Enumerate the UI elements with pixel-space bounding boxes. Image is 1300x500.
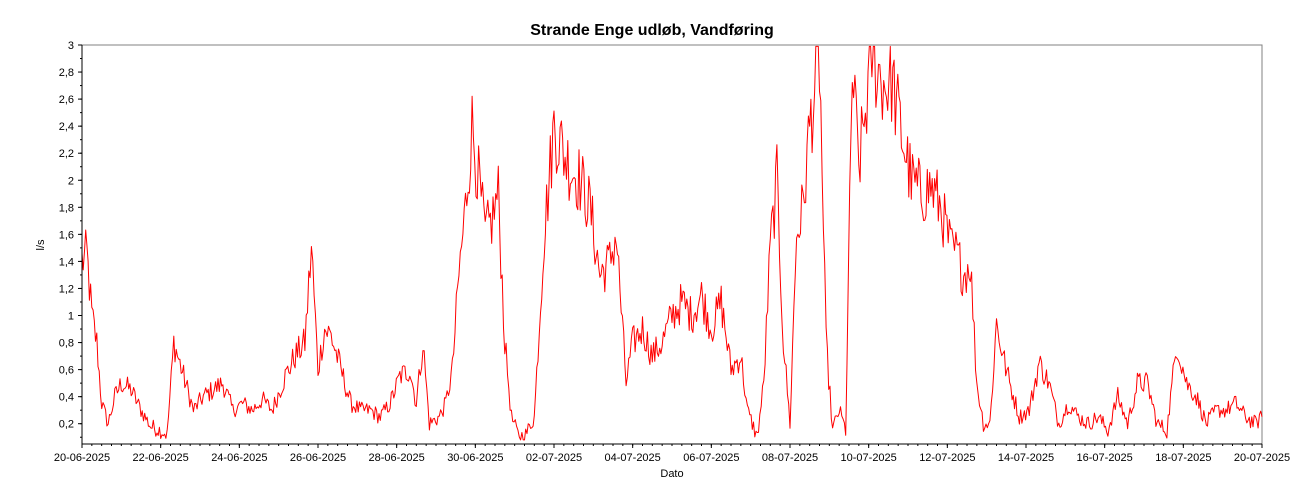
- x-tick-label: 28-06-2025: [369, 452, 425, 464]
- y-tick-label: 2,4: [59, 121, 74, 133]
- y-tick-label: 0,4: [59, 392, 74, 404]
- y-tick-label: 1,8: [59, 202, 74, 214]
- y-tick-label: 2,2: [59, 148, 74, 160]
- x-tick-label: 18-07-2025: [1155, 452, 1211, 464]
- plot-area: [81, 44, 1263, 445]
- y-axis: 0,2 0,4 0,6 0,8 1 1,2 1,4 1,6 1,8 2 2,2 2,4 2,6 2,8 3: [59, 40, 83, 444]
- y-tick-label: 3: [68, 40, 74, 52]
- y-tick-label: 0,8: [59, 338, 74, 350]
- x-tick-label: 08-07-2025: [762, 452, 818, 464]
- x-tick-label: 20-07-2025: [1234, 452, 1290, 464]
- x-tick-label: 02-07-2025: [526, 452, 582, 464]
- x-tick-label: 22-06-2025: [133, 452, 189, 464]
- x-tick-label: 26-06-2025: [290, 452, 346, 464]
- y-tick-label: 2,6: [59, 94, 74, 106]
- x-tick-label: 04-07-2025: [605, 452, 661, 464]
- y-tick-label: 2: [68, 175, 74, 187]
- y-tick-label: 1,4: [59, 256, 74, 268]
- series-line-0: [81, 45, 1263, 441]
- series-layer: [81, 45, 1263, 441]
- x-axis-label: Dato: [660, 468, 683, 480]
- y-tick-label: 1: [68, 311, 74, 323]
- y-tick-label: 0,2: [59, 419, 74, 431]
- x-axis: 20-06-2025 22-06-2025 24-06-2025 26-06-2025…: [54, 443, 1290, 464]
- y-tick-label: 0,6: [59, 365, 74, 377]
- y-tick-label: 1,2: [59, 283, 74, 295]
- chart-title: Strande Enge udløb, Vandføring: [530, 22, 774, 39]
- x-tick-label: 12-07-2025: [919, 452, 975, 464]
- x-tick-label: 10-07-2025: [841, 452, 897, 464]
- y-tick-label: 2,8: [59, 67, 74, 79]
- x-tick-label: 24-06-2025: [211, 452, 267, 464]
- plot-background: [82, 45, 1262, 444]
- x-tick-label: 20-06-2025: [54, 452, 110, 464]
- x-tick-label: 30-06-2025: [447, 452, 503, 464]
- x-tick-label: 06-07-2025: [683, 452, 739, 464]
- y-tick-label: 1,6: [59, 229, 74, 241]
- y-axis-label: l/s: [35, 239, 47, 251]
- x-tick-label: 14-07-2025: [998, 452, 1054, 464]
- x-tick-label: 16-07-2025: [1077, 452, 1133, 464]
